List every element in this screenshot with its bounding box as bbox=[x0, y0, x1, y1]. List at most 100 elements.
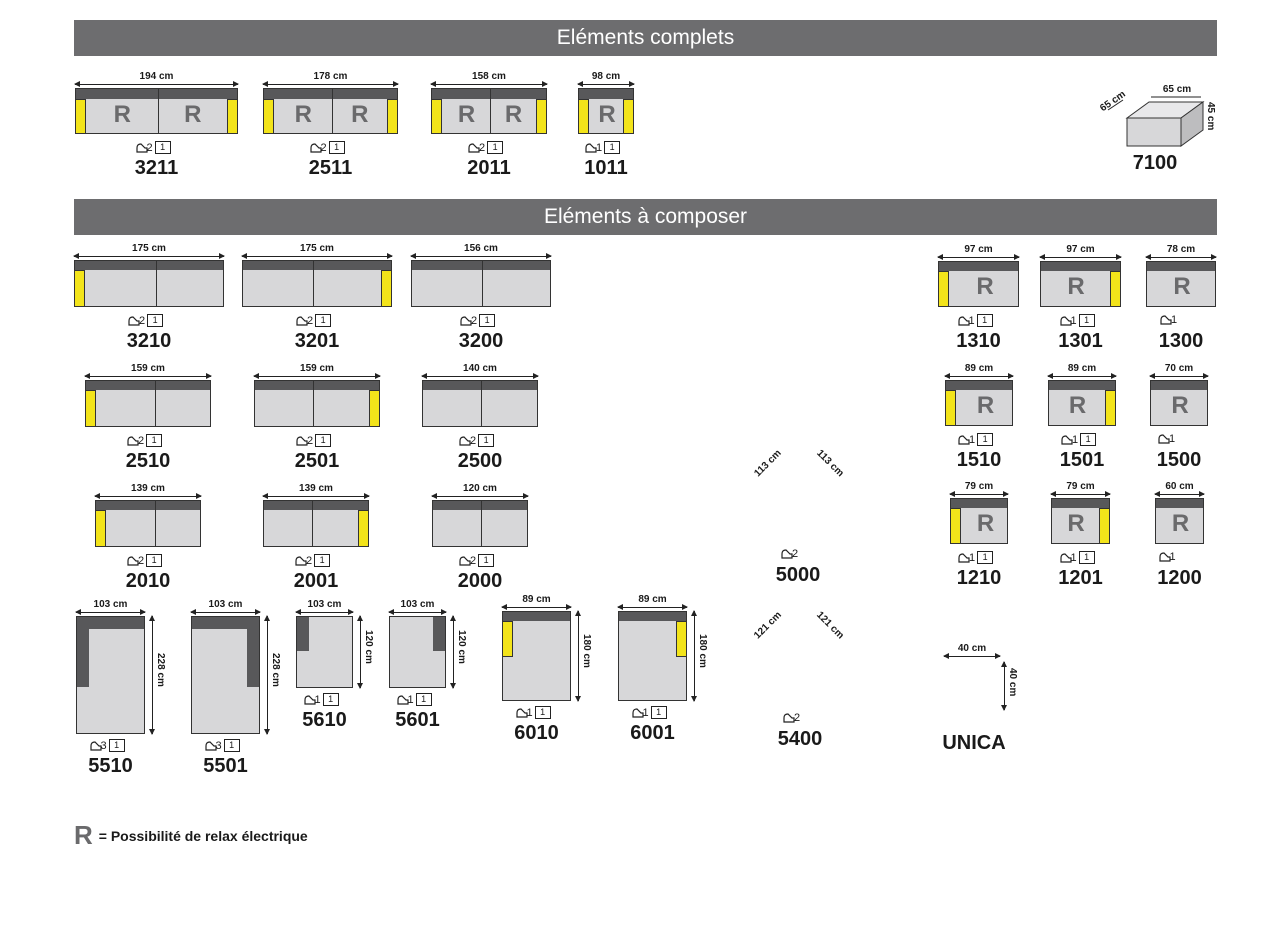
seat-divider bbox=[157, 89, 159, 133]
seat-icon bbox=[584, 142, 597, 154]
sofa-3201: 175 cm 2 1 3201 bbox=[241, 243, 393, 370]
seat-count: 2 bbox=[306, 554, 313, 567]
side-a-dimension: 121 cm bbox=[752, 609, 784, 642]
seat-icon bbox=[1059, 315, 1072, 327]
product-code: 5610 bbox=[302, 709, 347, 731]
relax-mark: R bbox=[184, 101, 202, 128]
sofa-backrest bbox=[503, 612, 570, 621]
relax-symbol: R bbox=[74, 820, 93, 850]
sofa-body bbox=[389, 616, 446, 688]
capacity-icons: 2 bbox=[782, 712, 800, 724]
relax-mark: R bbox=[294, 101, 312, 128]
seat-count: 1 bbox=[642, 706, 649, 719]
storage-box-icon: 1 bbox=[315, 314, 332, 327]
width-arrow bbox=[577, 81, 635, 87]
storage-box-icon: 1 bbox=[315, 434, 332, 447]
sofa-backrest bbox=[77, 617, 144, 629]
sofa-backrest bbox=[412, 261, 550, 270]
sofa-backrest bbox=[76, 89, 237, 99]
width-arrow bbox=[1039, 254, 1122, 260]
section-banner-compose: Eléments à composer bbox=[74, 199, 1217, 235]
sofa-body bbox=[411, 260, 551, 307]
width-arrow bbox=[501, 604, 572, 610]
product-code: 5501 bbox=[203, 755, 248, 777]
product-code: 3211 bbox=[134, 157, 179, 179]
sofa-body bbox=[502, 611, 571, 701]
length-dimension: 120 cm bbox=[363, 630, 374, 664]
width-dimension: 103 cm bbox=[208, 599, 243, 610]
seat-count: 1 bbox=[968, 314, 975, 327]
product-code: UNICA bbox=[942, 732, 1006, 754]
width-arrow bbox=[1149, 373, 1209, 379]
storage-box-icon: 1 bbox=[328, 141, 345, 154]
seat-divider bbox=[481, 381, 482, 426]
sofa-body bbox=[254, 380, 380, 427]
seat-icon bbox=[135, 142, 148, 154]
seat-count: 2 bbox=[307, 434, 314, 447]
capacity-icons: 1 bbox=[1157, 433, 1175, 445]
sofa-backrest bbox=[264, 501, 368, 510]
sofa-1501: 89 cm R 1 1 1501 bbox=[1047, 363, 1117, 489]
sofa-body: R bbox=[1051, 498, 1110, 544]
sofa-2000: 120 cm 2 1 2000 bbox=[431, 483, 529, 610]
sofa-backrest bbox=[1049, 381, 1115, 390]
width-arrow bbox=[388, 609, 447, 615]
armrest-left bbox=[945, 390, 956, 426]
product-code: 3210 bbox=[126, 330, 172, 352]
armrest-right bbox=[623, 99, 634, 134]
width-arrow bbox=[262, 493, 370, 499]
seat-count: 3 bbox=[100, 739, 107, 752]
sofa-5601: 103 cm 120 cm 1 1 5601 bbox=[388, 599, 486, 751]
product-code: 1301 bbox=[1058, 330, 1103, 352]
seat-count: 2 bbox=[470, 554, 477, 567]
seat-icon bbox=[303, 694, 316, 706]
sofa-backrest bbox=[75, 261, 223, 270]
sofa-backrest bbox=[619, 612, 686, 621]
sofa-2011: 158 cm R R 2 1 2011 bbox=[430, 71, 548, 197]
sofa-backrest bbox=[1041, 262, 1120, 271]
armrest-right bbox=[227, 99, 238, 134]
sofa-body bbox=[76, 616, 145, 734]
seat-count: 1 bbox=[1072, 433, 1079, 446]
sofa-sidebackrest bbox=[77, 617, 89, 687]
legend: R = Possibilité de relax électrique bbox=[74, 820, 308, 851]
seat-divider bbox=[154, 501, 156, 546]
sofa-6010: 89 cm 180 cm 1 1 6010 bbox=[501, 594, 611, 764]
seat-icon bbox=[631, 707, 644, 719]
width-dimension: 98 cm bbox=[591, 71, 621, 82]
sofa-backrest bbox=[946, 381, 1012, 390]
storage-box-icon: 1 bbox=[478, 434, 495, 447]
width-dimension: 120 cm bbox=[463, 483, 497, 494]
seat-count: 2 bbox=[138, 554, 145, 567]
length-dimension: 180 cm bbox=[581, 634, 592, 668]
product-code: 6001 bbox=[630, 722, 675, 744]
storage-box-icon: 1 bbox=[478, 554, 495, 567]
product-code: 1200 bbox=[1157, 567, 1202, 589]
seat-count: 2 bbox=[146, 141, 153, 154]
seat-icon bbox=[1059, 552, 1072, 564]
width-dimension: 40 cm bbox=[957, 643, 987, 654]
width-arrow bbox=[190, 609, 261, 615]
sofa-backrest bbox=[1156, 499, 1203, 508]
product-code: 2010 bbox=[125, 570, 171, 592]
sofa-sidebackrest bbox=[297, 617, 309, 651]
width-dimension: 140 cm bbox=[463, 363, 497, 374]
sofa-body bbox=[263, 500, 369, 547]
product-code: 2001 bbox=[293, 570, 339, 592]
width-dimension: 97 cm bbox=[964, 244, 993, 255]
seat-count: 1 bbox=[969, 551, 976, 564]
seat-icon bbox=[458, 435, 471, 447]
width-dimension: 97 cm bbox=[1066, 244, 1095, 255]
product-code: 5510 bbox=[88, 755, 133, 777]
seat-icon bbox=[1157, 433, 1170, 445]
